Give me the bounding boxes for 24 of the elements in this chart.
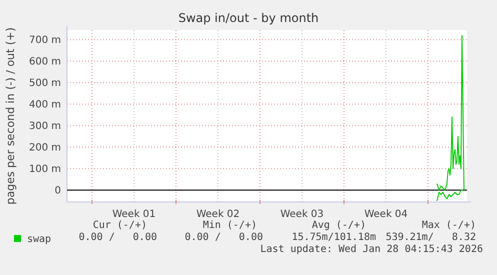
- text: 15.75m/101.18m: [292, 232, 376, 243]
- y-tick-label: 600 m: [28, 56, 61, 68]
- text: Min (-/+): [202, 220, 257, 231]
- y-axis-title: pages per second in (-) / out (+): [4, 27, 17, 205]
- y-tick-label: 500 m: [28, 78, 61, 90]
- legend-label: swap: [27, 234, 52, 245]
- y-tick-label: 300 m: [28, 121, 61, 132]
- text: Cur (-/+): [92, 220, 147, 231]
- x-tick-label: Week 04: [364, 209, 408, 220]
- y-tick-label: 400 m: [28, 100, 61, 111]
- text: Avg (-/+): [312, 220, 366, 231]
- y-tick-label: 100 m: [28, 164, 61, 176]
- y-tick-label: 200 m: [28, 142, 61, 154]
- text: Last update: Wed Jan 28 04:15:43 2026: [260, 244, 483, 255]
- x-tick-label: Week 02: [196, 209, 240, 220]
- y-tick-label: 700 m: [28, 35, 61, 46]
- text: 0.00 / 0.00: [78, 232, 157, 243]
- x-tick-label: Week 01: [112, 209, 156, 220]
- y-tick-label: 0: [54, 186, 61, 197]
- text: 0.00 / 0.00: [184, 232, 263, 243]
- text: 539.21m/ 8.32: [386, 232, 476, 243]
- text: Max (-/+): [422, 220, 476, 231]
- x-tick-label: Week 03: [280, 209, 324, 220]
- chart-title: Swap in/out - by month: [178, 11, 319, 25]
